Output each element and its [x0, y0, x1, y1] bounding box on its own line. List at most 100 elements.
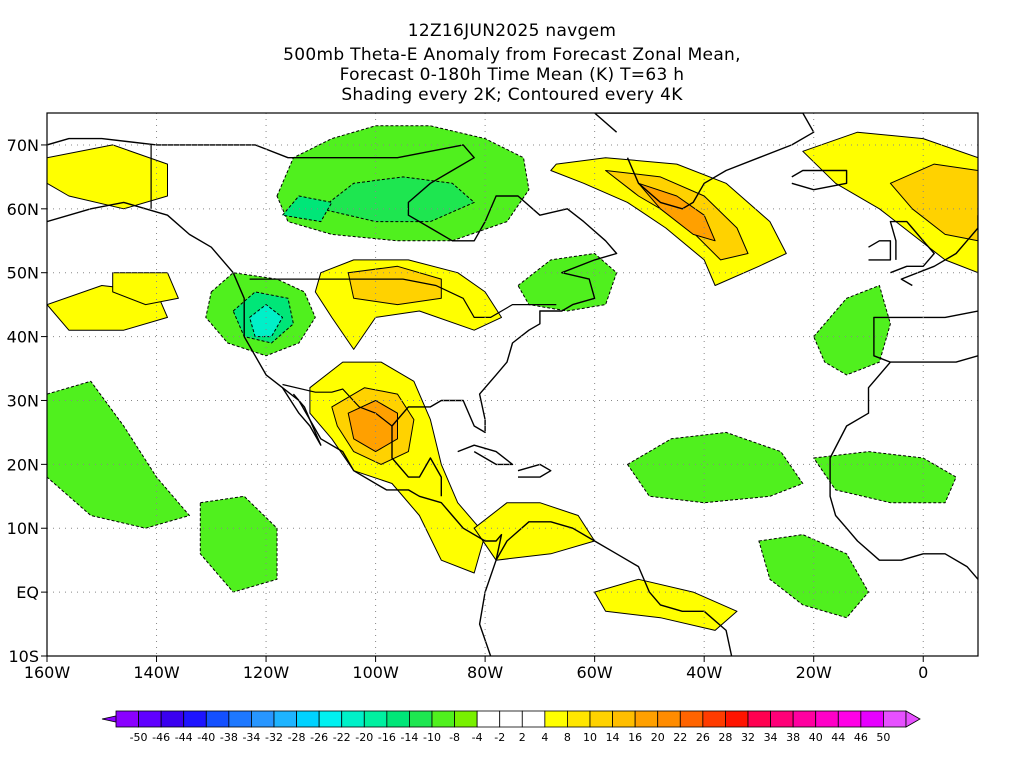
- colorbar-cell: [612, 710, 636, 728]
- colorbar-cell: [567, 710, 591, 728]
- coastline-north-america: [47, 201, 503, 561]
- anomaly-region-amazon-pos: [594, 578, 738, 631]
- colorbar-label: -20: [355, 731, 373, 744]
- colorbar-label: -22: [333, 731, 351, 744]
- colorbar-label: -46: [152, 731, 170, 744]
- anomaly-region-atlantic-neg-3: [813, 285, 891, 376]
- x-tick-label: 160W: [24, 663, 71, 682]
- colorbar-label: -28: [288, 731, 306, 744]
- x-tick-label: 140W: [133, 663, 180, 682]
- coastline-europe-north: [900, 215, 978, 287]
- coastline-greenland: [593, 113, 815, 210]
- colorbar-cell: [183, 710, 207, 728]
- plot-frame: [46, 112, 979, 657]
- anomaly-shading: [47, 125, 978, 631]
- colorbar-label: -38: [220, 731, 238, 744]
- colorbar-cell: [251, 710, 275, 728]
- coastline-iceland: [791, 169, 848, 191]
- colorbar-label: -16: [378, 731, 396, 744]
- colorbar-label: -2: [494, 731, 505, 744]
- border-us-canada-border: [249, 278, 557, 318]
- y-tick-label: 10S: [8, 647, 39, 666]
- anomaly-region-canada-neg-core: [320, 176, 475, 223]
- coastline-ireland: [868, 240, 892, 261]
- colorbar-cell: [770, 710, 794, 728]
- y-tick-label: 40N: [7, 328, 39, 347]
- anomaly-region-plains-pos-core: [347, 265, 442, 306]
- colorbar-label: 44: [831, 731, 845, 744]
- y-tick-label: 10N: [7, 519, 39, 538]
- x-tick-label: 20W: [796, 663, 832, 682]
- title-line-2: 500mb Theta-E Anomaly from Forecast Zona…: [283, 45, 741, 65]
- colorbar-cell: [883, 710, 907, 728]
- y-tick-label: 70N: [7, 136, 39, 155]
- anomaly-region-africa-neg: [813, 451, 957, 504]
- anomaly-region-alaska-pos: [47, 144, 168, 210]
- colorbar-cell: [273, 710, 297, 728]
- colorbar-cell: [905, 710, 921, 728]
- colorbar-cell: [815, 710, 839, 728]
- anomaly-region-atlantic-neg: [627, 431, 804, 504]
- coastline-hispaniola: [517, 463, 552, 478]
- colorbar-cell: [634, 710, 659, 728]
- colorbar-label: 38: [786, 731, 800, 744]
- colorbar-label: 46: [854, 731, 868, 744]
- colorbar-cell: [499, 710, 523, 728]
- colorbar-label: 32: [741, 731, 755, 744]
- colorbar-label: -32: [265, 731, 283, 744]
- colorbar-cell: [747, 710, 771, 728]
- colorbar-label: -8: [449, 731, 460, 744]
- colorbar-label: 26: [696, 731, 710, 744]
- y-tick-label: 60N: [7, 200, 39, 219]
- x-tick-label: 40W: [686, 663, 722, 682]
- colorbar-cell: [228, 710, 252, 728]
- coastline-gulf-coast: [47, 137, 618, 497]
- anomaly-region-scandinavia-pos-core: [889, 163, 978, 242]
- coastline-africa: [829, 355, 978, 580]
- coastline-europe: [873, 310, 978, 363]
- coastlines: [47, 113, 978, 656]
- coastline-south-america-west: [478, 559, 497, 656]
- colorbar-cell: [318, 710, 343, 728]
- colorbar-label: 50: [876, 731, 890, 744]
- colorbar-label: 8: [564, 731, 571, 744]
- colorbar-label: 28: [718, 731, 732, 744]
- colorbar-cell: [476, 710, 501, 728]
- title-line-3: Forecast 0-180h Time Mean (K) T=63 h: [339, 65, 685, 85]
- colorbar-label: 22: [673, 731, 687, 744]
- colorbar-cell: [837, 710, 862, 728]
- colorbar-cell: [454, 710, 478, 728]
- anomaly-region-labrador-neg: [517, 253, 618, 312]
- colorbar-label: 34: [764, 731, 778, 744]
- y-tick-label: 20N: [7, 455, 39, 474]
- colorbar-cell: [296, 710, 320, 728]
- colorbar-label: 4: [541, 731, 548, 744]
- colorbar-cell: [521, 710, 546, 728]
- colorbar: -50 -46 -44 -40 -38 -34 -32 -28 -26 -22 -20 -16 -14-…: [101, 710, 921, 744]
- colorbar-label: -34: [242, 731, 260, 744]
- y-tick-label: EQ: [16, 583, 39, 602]
- colorbar-cell: [792, 710, 817, 728]
- anomaly-region-mexico-pos-core2: [347, 400, 398, 453]
- x-tick-label: 120W: [243, 663, 290, 682]
- y-axis-ticks: 70N 60N 50N 40N 30N 20N 10N EQ 10S: [7, 136, 47, 666]
- colorbar-cell: [363, 710, 388, 728]
- y-tick-label: 30N: [7, 391, 39, 410]
- colorbar-cell: [657, 710, 681, 728]
- anomaly-region-pac-pos-3: [112, 272, 179, 306]
- coastline-cuba: [457, 444, 514, 466]
- x-tick-label: 100W: [352, 663, 399, 682]
- x-tick-label: 80W: [467, 663, 503, 682]
- colorbar-cell: [679, 710, 704, 728]
- colorbar-cell: [544, 710, 568, 728]
- anomaly-region-canada-neg-core2: [282, 195, 333, 223]
- colorbar-cell: [160, 710, 185, 728]
- colorbar-cell: [138, 710, 162, 728]
- colorbar-cell: [589, 710, 613, 728]
- coastline-british-isles: [889, 220, 935, 274]
- colorbar-label: 10: [583, 731, 597, 744]
- colorbar-label: -40: [197, 731, 215, 744]
- y-tick-label: 50N: [7, 264, 39, 283]
- colorbar-cell: [725, 710, 749, 728]
- anomaly-region-pacific-neg-2: [199, 495, 278, 593]
